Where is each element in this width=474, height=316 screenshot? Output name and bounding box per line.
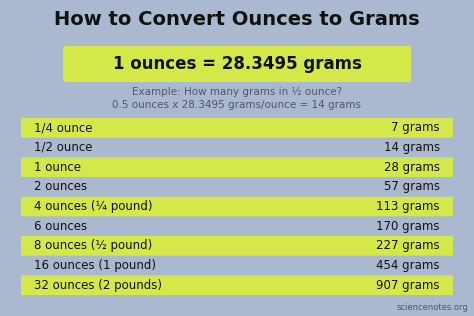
FancyBboxPatch shape <box>21 197 453 216</box>
FancyBboxPatch shape <box>21 275 453 295</box>
Text: How to Convert Ounces to Grams: How to Convert Ounces to Grams <box>54 10 420 29</box>
Text: 227 grams: 227 grams <box>376 239 440 252</box>
Text: sciencenotes.org: sciencenotes.org <box>396 303 468 312</box>
FancyBboxPatch shape <box>21 157 453 177</box>
Text: 57 grams: 57 grams <box>384 180 440 193</box>
Text: 907 grams: 907 grams <box>376 279 440 292</box>
Text: 0.5 ounces x 28.3495 grams/ounce = 14 grams: 0.5 ounces x 28.3495 grams/ounce = 14 gr… <box>112 100 362 110</box>
Text: Example: How many grams in ½ ounce?: Example: How many grams in ½ ounce? <box>132 87 342 97</box>
Text: 170 grams: 170 grams <box>376 220 440 233</box>
FancyBboxPatch shape <box>21 118 453 138</box>
Text: 28 grams: 28 grams <box>384 161 440 174</box>
Text: 113 grams: 113 grams <box>376 200 440 213</box>
Text: 32 ounces (2 pounds): 32 ounces (2 pounds) <box>34 279 162 292</box>
Text: 1/4 ounce: 1/4 ounce <box>34 121 92 134</box>
Text: 1 ounce: 1 ounce <box>34 161 81 174</box>
Text: 1 ounces = 28.3495 grams: 1 ounces = 28.3495 grams <box>112 55 362 73</box>
FancyBboxPatch shape <box>21 236 453 256</box>
Text: 454 grams: 454 grams <box>376 259 440 272</box>
FancyBboxPatch shape <box>63 46 411 82</box>
Text: 6 ounces: 6 ounces <box>34 220 87 233</box>
Text: 1/2 ounce: 1/2 ounce <box>34 141 92 154</box>
Text: 8 ounces (½ pound): 8 ounces (½ pound) <box>34 239 152 252</box>
Text: 4 ounces (¼ pound): 4 ounces (¼ pound) <box>34 200 153 213</box>
Text: 7 grams: 7 grams <box>392 121 440 134</box>
Text: 16 ounces (1 pound): 16 ounces (1 pound) <box>34 259 156 272</box>
Text: 2 ounces: 2 ounces <box>34 180 87 193</box>
Text: 14 grams: 14 grams <box>384 141 440 154</box>
